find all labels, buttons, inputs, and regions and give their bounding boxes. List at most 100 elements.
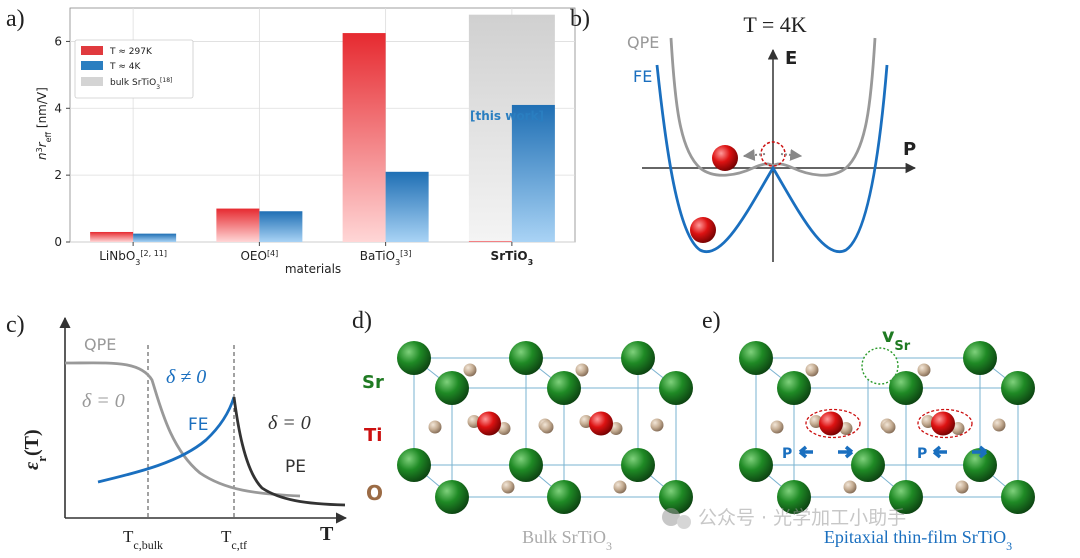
chart-legend: T ≈ 297K T ≈ 4K bulk SrTiO3[18]: [74, 39, 194, 99]
this-work-annotation: [this work]: [470, 109, 544, 123]
sr-vacancy-label: vSr: [882, 325, 911, 354]
sr-atom: [851, 448, 885, 482]
sr-atom: [621, 448, 655, 482]
bar-4k-2: [385, 171, 429, 242]
ti-atom: [589, 411, 613, 436]
legend-ti: Ti: [364, 425, 382, 446]
panel-c: c) εr(T) T QPE δ = 0 δ ≠ 0 FE δ = 0 PE T…: [6, 312, 348, 552]
xtick-label-0: LiNbO3[2, 11]: [99, 249, 167, 267]
xtick-label-2: BaTiO3[3]: [360, 249, 412, 267]
sr-atom: [547, 480, 581, 514]
panel-e-letter: e): [702, 308, 721, 334]
ytick-label-0: 0: [54, 235, 62, 249]
tunnel-arrow-left: [742, 149, 766, 161]
sr-atom: [889, 371, 923, 405]
legend-label-297k: T ≈ 297K: [109, 47, 153, 57]
chart-y-label: n3reff [nm/V]: [35, 87, 53, 160]
chart-bars: [90, 14, 555, 243]
ytick-label-6: 6: [54, 34, 62, 48]
arrow-right-2: [972, 445, 988, 459]
ti-ion-shallow-well: [712, 145, 738, 171]
o-atom: [613, 480, 627, 494]
ytick-label-2: 2: [54, 168, 62, 182]
c-x-label: T: [320, 523, 334, 545]
o-atom: [770, 420, 784, 434]
o-atom: [805, 363, 819, 377]
o-atom: [428, 420, 442, 434]
chart-x-ticks: LiNbO3[2, 11] OEO[4] BaTiO3[3] SrTiO3: [99, 242, 533, 267]
bar-297k-0: [90, 231, 134, 242]
c-y-label: εr(T): [21, 429, 49, 470]
qpe-epsilon-curve: [64, 361, 301, 498]
panel-c-letter: c): [6, 312, 25, 338]
axis-label-e: E: [785, 48, 797, 69]
ytick-label-4: 4: [54, 101, 62, 115]
legend-swatch-4k: [81, 61, 103, 70]
delta-zero-right: δ = 0: [268, 412, 311, 434]
panel-d: d) Sr Ti O Bulk SrTiO3: [352, 308, 693, 553]
label-qpe-b: QPE: [627, 33, 659, 52]
chart-x-label: materials: [285, 262, 341, 276]
sr-atom: [659, 480, 693, 514]
o-atom: [540, 420, 554, 434]
legend-label-4k: T ≈ 4K: [109, 62, 141, 72]
o-atom: [650, 418, 664, 432]
arrow-right-1: [838, 445, 854, 459]
sr-atom: [435, 371, 469, 405]
sr-atom: [509, 341, 543, 375]
sr-atom: [621, 341, 655, 375]
panel-d-letter: d): [352, 308, 372, 334]
sr-atom: [1001, 480, 1035, 514]
panel-b-title: T = 4K: [743, 12, 806, 37]
tick-tc-bulk: Tc,bulk: [123, 527, 163, 552]
sr-atom: [777, 480, 811, 514]
panel-a: a) 0 2 4 6 LiNbO3[2, 11] OEO[4] BaTiO3[3] SrTi…: [6, 6, 576, 276]
label-qpe-c: QPE: [84, 335, 116, 354]
bar-297k-3: [468, 240, 512, 242]
o-atom: [843, 480, 857, 494]
ti-displacement-ring: [917, 408, 973, 439]
o-atom: [955, 480, 969, 494]
o-atom: [463, 363, 477, 377]
fe-epsilon-curve: [97, 396, 236, 484]
sr-atom: [547, 371, 581, 405]
ti-ion-center-dashed: [760, 141, 786, 167]
sr-atom: [659, 371, 693, 405]
legend-label-bulk: bulk SrTiO3[18]: [110, 77, 172, 91]
p-label-right: P: [917, 446, 927, 462]
panel-a-letter: a): [6, 6, 25, 32]
bar-4k-0: [133, 233, 177, 242]
o-atom: [992, 418, 1006, 432]
pe-epsilon-curve: [232, 396, 346, 507]
sr-atom: [1001, 371, 1035, 405]
panel-b: b) T = 4K E P QPE FE: [570, 6, 916, 262]
sr-atom: [963, 341, 997, 375]
chart-y-ticks: 0 2 4 6: [54, 34, 70, 249]
sr-atom: [509, 448, 543, 482]
sr-atom: [889, 480, 923, 514]
label-fe-b: FE: [633, 67, 652, 86]
arrow-left-1: [798, 445, 813, 459]
bar-4k-3: [511, 104, 555, 242]
legend-sr: Sr: [362, 372, 384, 393]
ti-atom: [819, 411, 843, 436]
o-atom: [917, 363, 931, 377]
bar-297k-1: [216, 208, 260, 242]
o-atom: [882, 420, 896, 434]
o-atom: [575, 363, 589, 377]
watermark: 公众号 · 光学加工小助手: [662, 507, 906, 529]
wechat-icon: [662, 508, 680, 526]
sr-atom: [435, 480, 469, 514]
wechat-icon-bubble: [677, 515, 691, 529]
sr-atom: [777, 371, 811, 405]
delta-nonzero: δ ≠ 0: [166, 366, 206, 388]
tick-tc-tf: Tc,tf: [221, 527, 247, 552]
legend-swatch-297k: [81, 46, 103, 55]
sr-atom: [397, 341, 431, 375]
bulk-lattice: [397, 341, 693, 514]
polarization-arrows: P P: [782, 445, 988, 462]
thin-film-lattice: [739, 341, 1035, 514]
label-fe-c: FE: [188, 415, 209, 435]
ti-atom: [931, 411, 955, 436]
